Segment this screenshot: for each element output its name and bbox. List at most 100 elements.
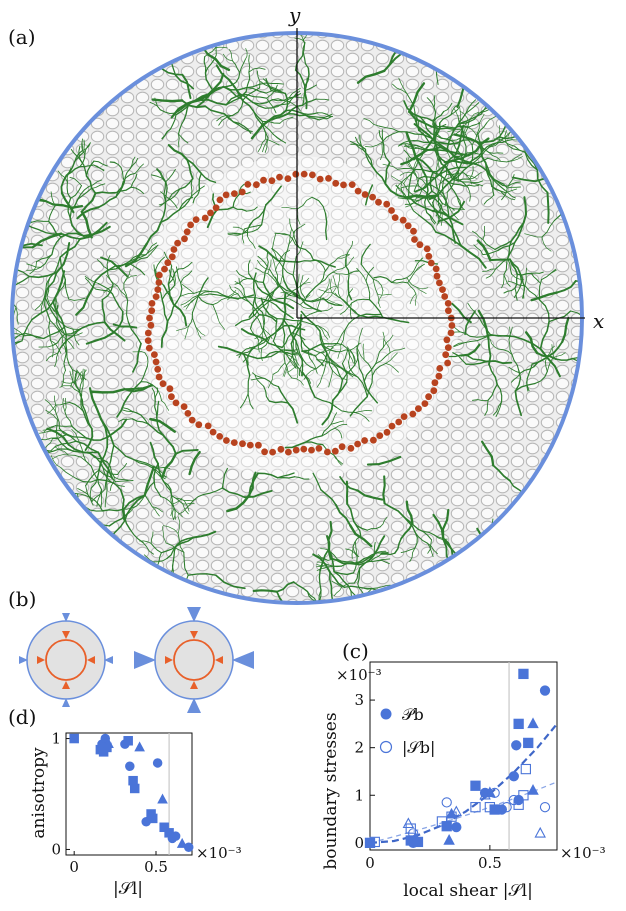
force-chain (493, 178, 509, 187)
force-chain (95, 288, 113, 295)
force-chain (227, 233, 244, 236)
force-chain (484, 162, 495, 181)
force-chain (262, 328, 273, 340)
force-chain (552, 352, 566, 358)
boundary-particle (144, 329, 152, 337)
force-chain (441, 203, 455, 211)
force-chain (226, 493, 251, 513)
force-chain (263, 338, 283, 349)
force-chain (257, 255, 268, 268)
boundary-particle (425, 252, 433, 260)
force-chain (495, 532, 511, 540)
force-chain (442, 537, 454, 558)
force-chain (506, 186, 521, 189)
boundary-particle (183, 228, 191, 236)
force-chain (156, 552, 162, 567)
force-chain (151, 506, 160, 517)
force-chain (97, 196, 117, 209)
chart-c-x-tick-label: 0 (365, 854, 375, 872)
force-chain (354, 410, 373, 413)
force-chain (240, 328, 265, 340)
force-chain (400, 522, 414, 540)
force-chain (405, 131, 418, 159)
force-chain (55, 296, 58, 314)
force-chain (70, 148, 82, 161)
boundary-particle (180, 403, 188, 410)
force-chain (488, 151, 504, 154)
force-chain (544, 356, 548, 372)
chart-c-y-multiplier: ×10⁻³ (336, 666, 382, 684)
force-chain (365, 142, 383, 148)
force-chain (113, 444, 134, 461)
force-chain (446, 130, 461, 140)
force-chain (101, 508, 125, 512)
force-chain (264, 377, 279, 388)
x-axis-label: x (593, 309, 604, 333)
sb-data-point (369, 836, 380, 848)
force-chain (508, 339, 513, 355)
chart-d-frame (65, 732, 193, 856)
force-chain (197, 295, 214, 306)
boundary-particle (332, 179, 340, 187)
force-chain (72, 323, 90, 330)
force-chain (312, 361, 318, 374)
force-chain (375, 346, 384, 365)
force-chain (129, 156, 136, 169)
boundary-particle (315, 445, 323, 452)
boundary-particle (192, 216, 200, 224)
force-chain (97, 469, 103, 491)
force-chain (547, 340, 564, 358)
chart-d-x-label: |𝒮l| (113, 879, 143, 899)
sb-data-point (405, 823, 416, 834)
force-chain (245, 224, 263, 234)
force-chain (344, 264, 350, 282)
force-chain (332, 275, 339, 289)
force-chain (304, 114, 321, 118)
force-chain (67, 197, 72, 219)
force-chain (183, 500, 190, 512)
force-chain (182, 503, 189, 515)
force-chain (287, 104, 304, 115)
force-chain (282, 260, 286, 282)
force-chain (167, 283, 175, 306)
force-chain (160, 199, 167, 224)
force-chain (247, 348, 253, 366)
inner-circle (45, 639, 87, 681)
force-chain (267, 259, 272, 274)
force-chain (101, 283, 114, 301)
force-chain (452, 178, 470, 183)
force-chain (84, 276, 99, 284)
force-chain (380, 552, 396, 556)
force-chain (223, 113, 240, 126)
force-chain (171, 495, 184, 505)
force-chain (487, 383, 498, 401)
force-chain (89, 388, 126, 394)
force-chain (377, 584, 391, 589)
force-chain (242, 87, 261, 101)
boundary-particle (172, 399, 180, 407)
boundary-particle (152, 293, 160, 300)
force-chain (216, 206, 234, 211)
force-chain (178, 196, 194, 211)
force-chain (417, 190, 433, 202)
inner-arrow (37, 656, 45, 664)
anisotropy-data-point (157, 793, 168, 804)
force-chain (353, 521, 362, 537)
force-chain (530, 272, 541, 283)
legend-open-circle-marker (379, 740, 393, 754)
force-chain (49, 319, 63, 337)
force-chain (103, 285, 118, 293)
force-chain (277, 385, 289, 404)
boundary-particle (187, 221, 195, 229)
force-chain (478, 316, 491, 336)
force-chain (57, 170, 68, 183)
force-chain (299, 277, 310, 288)
boundary-particle (399, 216, 407, 224)
force-chain (349, 342, 361, 351)
force-chain (85, 175, 97, 194)
sb-data-point (402, 817, 415, 829)
force-chain (272, 233, 276, 250)
force-chain (330, 278, 333, 294)
force-chain (473, 244, 484, 256)
force-chain (267, 109, 288, 122)
